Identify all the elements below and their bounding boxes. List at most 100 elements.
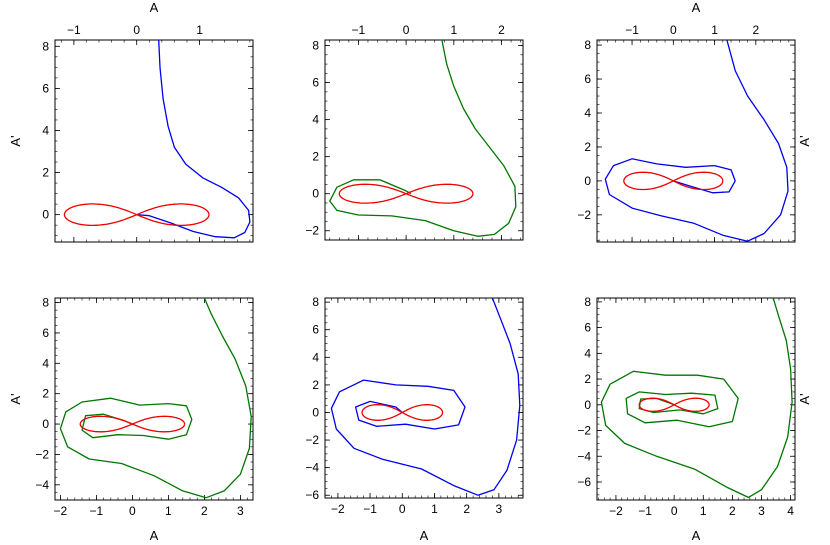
x-tick-label: 0 [671,504,678,518]
y-axis-label: A' [797,135,812,146]
y-tick-label: 4 [584,106,591,120]
y-tick-label: −2 [35,447,49,461]
x-axis-label-top: A [692,0,701,15]
x-tick-label: 2 [201,504,208,518]
figure-eight-curve [361,404,444,421]
x-tick-label: 1 [700,504,707,518]
y-tick-label: 6 [42,81,49,95]
y-tick-label: 0 [312,405,319,419]
plot-frame [324,297,524,499]
y-axis-label: A' [8,393,23,404]
x-tick-label: 2 [463,502,470,516]
x-tick-label: 2 [729,504,736,518]
y-tick-label: 4 [42,356,49,370]
figure-eight-curve [63,203,210,227]
y-tick-label: 8 [584,38,591,52]
x-tick-label: −1 [638,504,652,518]
x-tick-label: −2 [331,502,345,516]
y-tick-label: 6 [42,326,49,340]
trajectory-curve [604,40,789,242]
trajectory-curve [329,40,517,237]
x-tick-label: 0 [670,23,677,37]
x-tick-label: 1 [431,502,438,516]
x-tick-label: 0 [403,23,410,37]
y-axis-label: A' [8,135,23,146]
plot-frame [54,39,254,243]
x-tick-label: −1 [363,502,377,516]
x-tick-label: −1 [625,23,639,37]
y-tick-label: 8 [42,39,49,53]
x-tick-label: 2 [498,23,505,37]
y-tick-label: 2 [584,140,591,154]
plot-frame [596,39,796,243]
x-tick-label: 1 [711,23,718,37]
trajectory-curve [59,298,252,499]
y-tick-label: −4 [577,449,591,463]
y-tick-label: 4 [312,350,319,364]
x-tick-label: 2 [752,23,759,37]
y-tick-label: −2 [305,224,319,238]
y-tick-label: −2 [577,424,591,438]
panel-1: −1 0 1 0 2 4 6 8 A A' [8,0,254,243]
y-tick-label: 8 [312,295,319,309]
y-tick-label: 4 [584,346,591,360]
x-tick-label: −1 [90,504,104,518]
y-tick-label: 6 [584,321,591,335]
y-tick-label: 2 [42,166,49,180]
x-tick-label: 3 [496,502,503,516]
y-tick-label: 6 [312,76,319,90]
x-tick-label: 3 [237,504,244,518]
y-tick-label: −4 [35,478,49,492]
x-tick-label: 1 [450,23,457,37]
figure-eight-curve [338,183,474,204]
y-tick-label: 8 [312,39,319,53]
trajectory-curve [600,298,793,499]
x-tick-label: 1 [196,23,203,37]
figure-eight-curve [623,171,724,191]
y-tick-label: 8 [42,296,49,310]
x-tick-label: 1 [165,504,172,518]
x-axis-label-bottom: A [420,528,429,543]
x-tick-label: 0 [399,502,406,516]
plot-frame [324,39,524,241]
x-tick-label: −1 [67,23,81,37]
y-tick-label: 2 [312,378,319,392]
trajectory-curve [136,40,251,239]
y-tick-label: 0 [584,398,591,412]
y-tick-label: 0 [42,208,49,222]
plot-frame [596,297,796,501]
panel-2: −1 0 1 2 −2 0 2 4 6 8 [305,23,524,241]
y-tick-label: 4 [312,113,319,127]
x-tick-label: 4 [787,504,794,518]
y-tick-label: 6 [584,72,591,86]
x-axis-label-bottom: A [692,528,701,543]
y-tick-label: 2 [584,372,591,386]
y-tick-label: −2 [305,433,319,447]
y-tick-label: 2 [312,150,319,164]
x-tick-label: 3 [758,504,765,518]
y-tick-label: 8 [584,295,591,309]
panel-6: −2 −1 0 1 2 3 4 −6 −4 −2 0 2 4 6 8 A A' [577,295,812,543]
panel-4: −2 −1 0 1 2 3 −4 −2 0 2 4 6 8 A A' [8,296,254,543]
y-tick-label: −2 [577,208,591,222]
panel-3: −1 0 1 2 −2 0 2 4 6 8 A A' [577,0,812,243]
y-tick-label: 6 [312,323,319,337]
y-tick-label: 4 [42,123,49,137]
y-tick-label: 0 [584,174,591,188]
x-tick-label: −1 [352,23,366,37]
y-tick-label: −6 [305,488,319,502]
x-tick-label: −2 [54,504,68,518]
panel-5: −2 −1 0 1 2 3 −6 −4 −2 0 2 4 6 8 A [305,295,524,543]
y-tick-label: 2 [42,387,49,401]
x-tick-label: −2 [609,504,623,518]
x-axis-label-top: A [150,0,159,15]
y-tick-label: −6 [577,475,591,489]
y-tick-label: −4 [305,461,319,475]
x-tick-label: 0 [129,504,136,518]
x-tick-label: 0 [133,23,140,37]
plot-frame [54,297,254,501]
figure-eight-curve [79,415,186,433]
x-axis-label-bottom: A [150,528,159,543]
figure-eight-curve [638,397,710,412]
